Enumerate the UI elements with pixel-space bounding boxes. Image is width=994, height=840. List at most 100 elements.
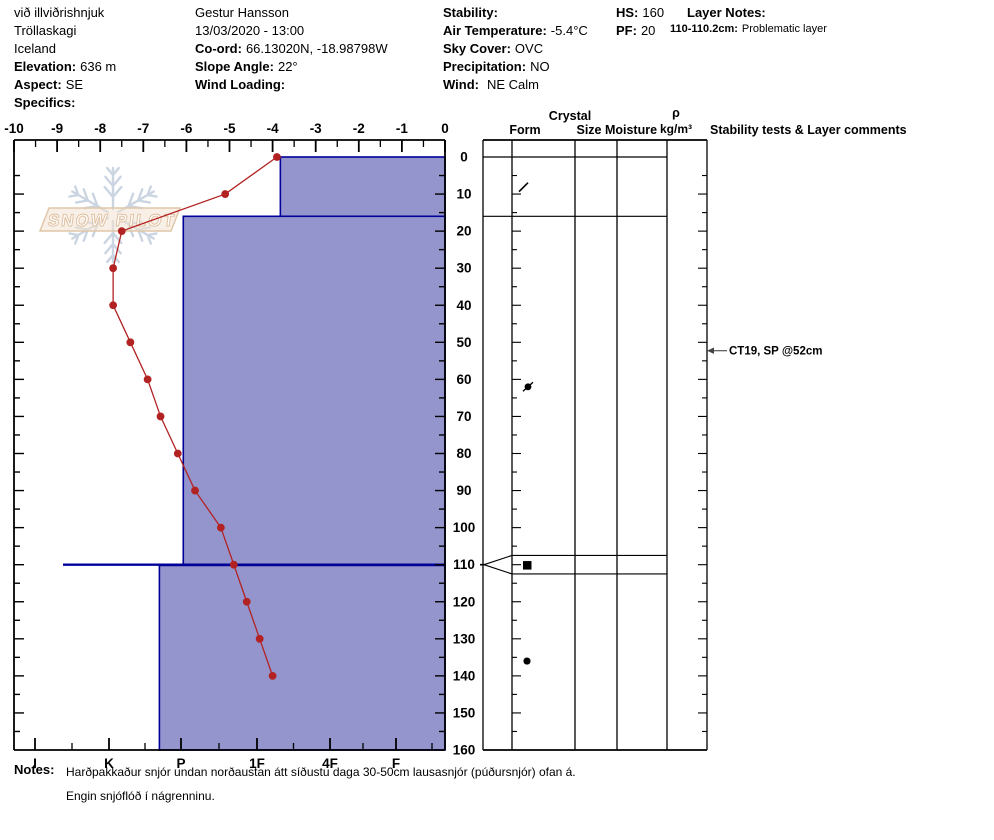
depth-tick-label: 130 [453, 631, 476, 646]
temp-tick-label: -2 [353, 121, 365, 136]
totals-block: HS: 160 PF: 20 [616, 4, 664, 40]
hardness-tick-label: 1F [249, 756, 265, 771]
crystal-header: Crystal [548, 109, 592, 123]
stability: Stability: [443, 5, 498, 20]
stability-test-label: CT19, SP @52cm [729, 346, 822, 358]
location-block: við illviðrishnjuk Tröllaskagi Iceland E… [14, 4, 116, 112]
depth-tick-label: 120 [453, 594, 476, 609]
sky-cover: Sky Cover: OVC [443, 41, 544, 56]
density-unit-header: kg/m³ [659, 122, 692, 136]
temp-tick-label: -3 [310, 121, 322, 136]
temperature-point [273, 153, 281, 161]
pit-foot: PF: 20 [616, 23, 656, 38]
temperature-point [117, 227, 126, 236]
depth-tick-label: 50 [456, 335, 471, 350]
depth-tick-label: 110 [453, 557, 475, 572]
snowpilot-watermark: SNOW PILOT [38, 166, 182, 264]
stability-test-annotation: CT19, SP @52cm [707, 346, 822, 358]
specifics: Specifics: [14, 95, 76, 110]
depth-tick-label: 10 [456, 187, 471, 202]
notes-label: Notes: [14, 762, 55, 777]
temp-tick-label: -9 [51, 121, 63, 136]
snow-layer-bar [279, 156, 446, 218]
form-header: Form [509, 123, 541, 137]
grain-symbol-slash-icon [518, 182, 529, 193]
grain-symbol-filled-square-icon [523, 561, 532, 570]
temperature-point [216, 523, 225, 532]
depth-tick-label: 150 [453, 705, 476, 720]
country: Iceland [14, 41, 56, 56]
temperature-point [221, 190, 230, 198]
conditions-block: Stability: Air Temperature: -5.4°C Sky Co… [443, 4, 588, 94]
density-rho-header: ρ [672, 106, 680, 120]
temp-tick-label: 0 [441, 121, 449, 136]
table-depth-ticks [512, 174, 707, 733]
temperature-point [173, 449, 182, 458]
depth-tick-label: 60 [456, 372, 471, 387]
layer-notes-block: Layer Notes: [687, 4, 766, 22]
temperature-point [109, 301, 118, 310]
precipitation: Precipitation: NO [443, 59, 550, 74]
depth-tick-label: 80 [456, 446, 471, 461]
observer-block: Gestur Hansson 13/03/2020 - 13:00 Co-ord… [195, 4, 388, 94]
crystal-table-grid [482, 139, 708, 751]
watermark-banner [38, 207, 182, 232]
notes-line-1: Harðpakkaður snjór undan norðaustan átt … [66, 765, 576, 779]
layer-notes-title: Layer Notes: [687, 5, 766, 20]
temperature-point [268, 671, 277, 680]
hardness-tick-label: F [392, 756, 400, 771]
temp-tick-label: -4 [267, 121, 279, 136]
depth-tick-label: 0 [460, 150, 468, 165]
depth-tick-label: 140 [453, 668, 476, 683]
depth-tick-label: 90 [456, 483, 471, 498]
site-name: við illviðrishnjuk [14, 5, 105, 20]
temperature-point [126, 338, 135, 347]
snow-height: HS: 160 [616, 5, 665, 20]
temp-tick-label: -5 [223, 121, 235, 136]
temperature-point [156, 412, 165, 421]
wind: Wind: NE Calm [443, 77, 539, 92]
flagged-layer-pointer [480, 554, 513, 575]
temp-tick-label: -1 [396, 121, 408, 136]
hardness-tick-label: I [33, 756, 37, 771]
snow-layer-bar [182, 215, 446, 566]
depth-tick-label: 70 [456, 409, 471, 424]
hardness-tick-label: 4F [322, 756, 338, 771]
depth-tick-label: 20 [456, 224, 471, 239]
temp-tick-label: -6 [180, 121, 192, 136]
temp-tick-label: -8 [94, 121, 106, 136]
depth-tick-label: 100 [453, 520, 476, 535]
depth-ticks [14, 174, 445, 733]
temperature-point [229, 560, 238, 569]
depth-tick-label: 160 [453, 743, 476, 758]
size-header: Size [576, 123, 602, 137]
observation-datetime: 13/03/2020 - 13:00 [195, 23, 305, 38]
stability-tests-header: Stability tests & Layer comments [710, 123, 907, 137]
temperature-point [255, 634, 264, 643]
hardness-tick-label: P [176, 756, 185, 771]
moisture-header: Moisture [604, 123, 658, 137]
temperature-point [143, 375, 152, 384]
temperature-point [191, 486, 199, 495]
hardness-tick-label: K [104, 756, 114, 771]
temperature-point [242, 597, 251, 606]
temp-tick-label: -10 [4, 121, 24, 136]
slope-angle: Slope Angle: 22° [195, 59, 298, 74]
aspect: Aspect: SE [14, 77, 84, 92]
temperature-point [109, 264, 118, 273]
coordinates: Co-ord: 66.13020N, -18.98798W [195, 41, 388, 56]
grain-symbol-dot-slash-icon [522, 381, 534, 392]
snow-layer-bar [158, 564, 446, 751]
layer-note-entry: 110-110.2cm: Problematic layer [670, 23, 827, 35]
notes-line-2: Engin snjóflóð í nágrenninu. [66, 789, 215, 803]
depth-tick-label: 30 [456, 261, 471, 276]
air-temperature: Air Temperature: -5.4°C [443, 23, 588, 38]
hardness-axis [34, 738, 433, 750]
observer-name: Gestur Hansson [195, 5, 289, 20]
temp-axis [13, 140, 446, 152]
wind-loading: Wind Loading: [195, 77, 286, 92]
depth-tick-label: 40 [456, 298, 471, 313]
elevation: Elevation: 636 m [14, 59, 117, 74]
